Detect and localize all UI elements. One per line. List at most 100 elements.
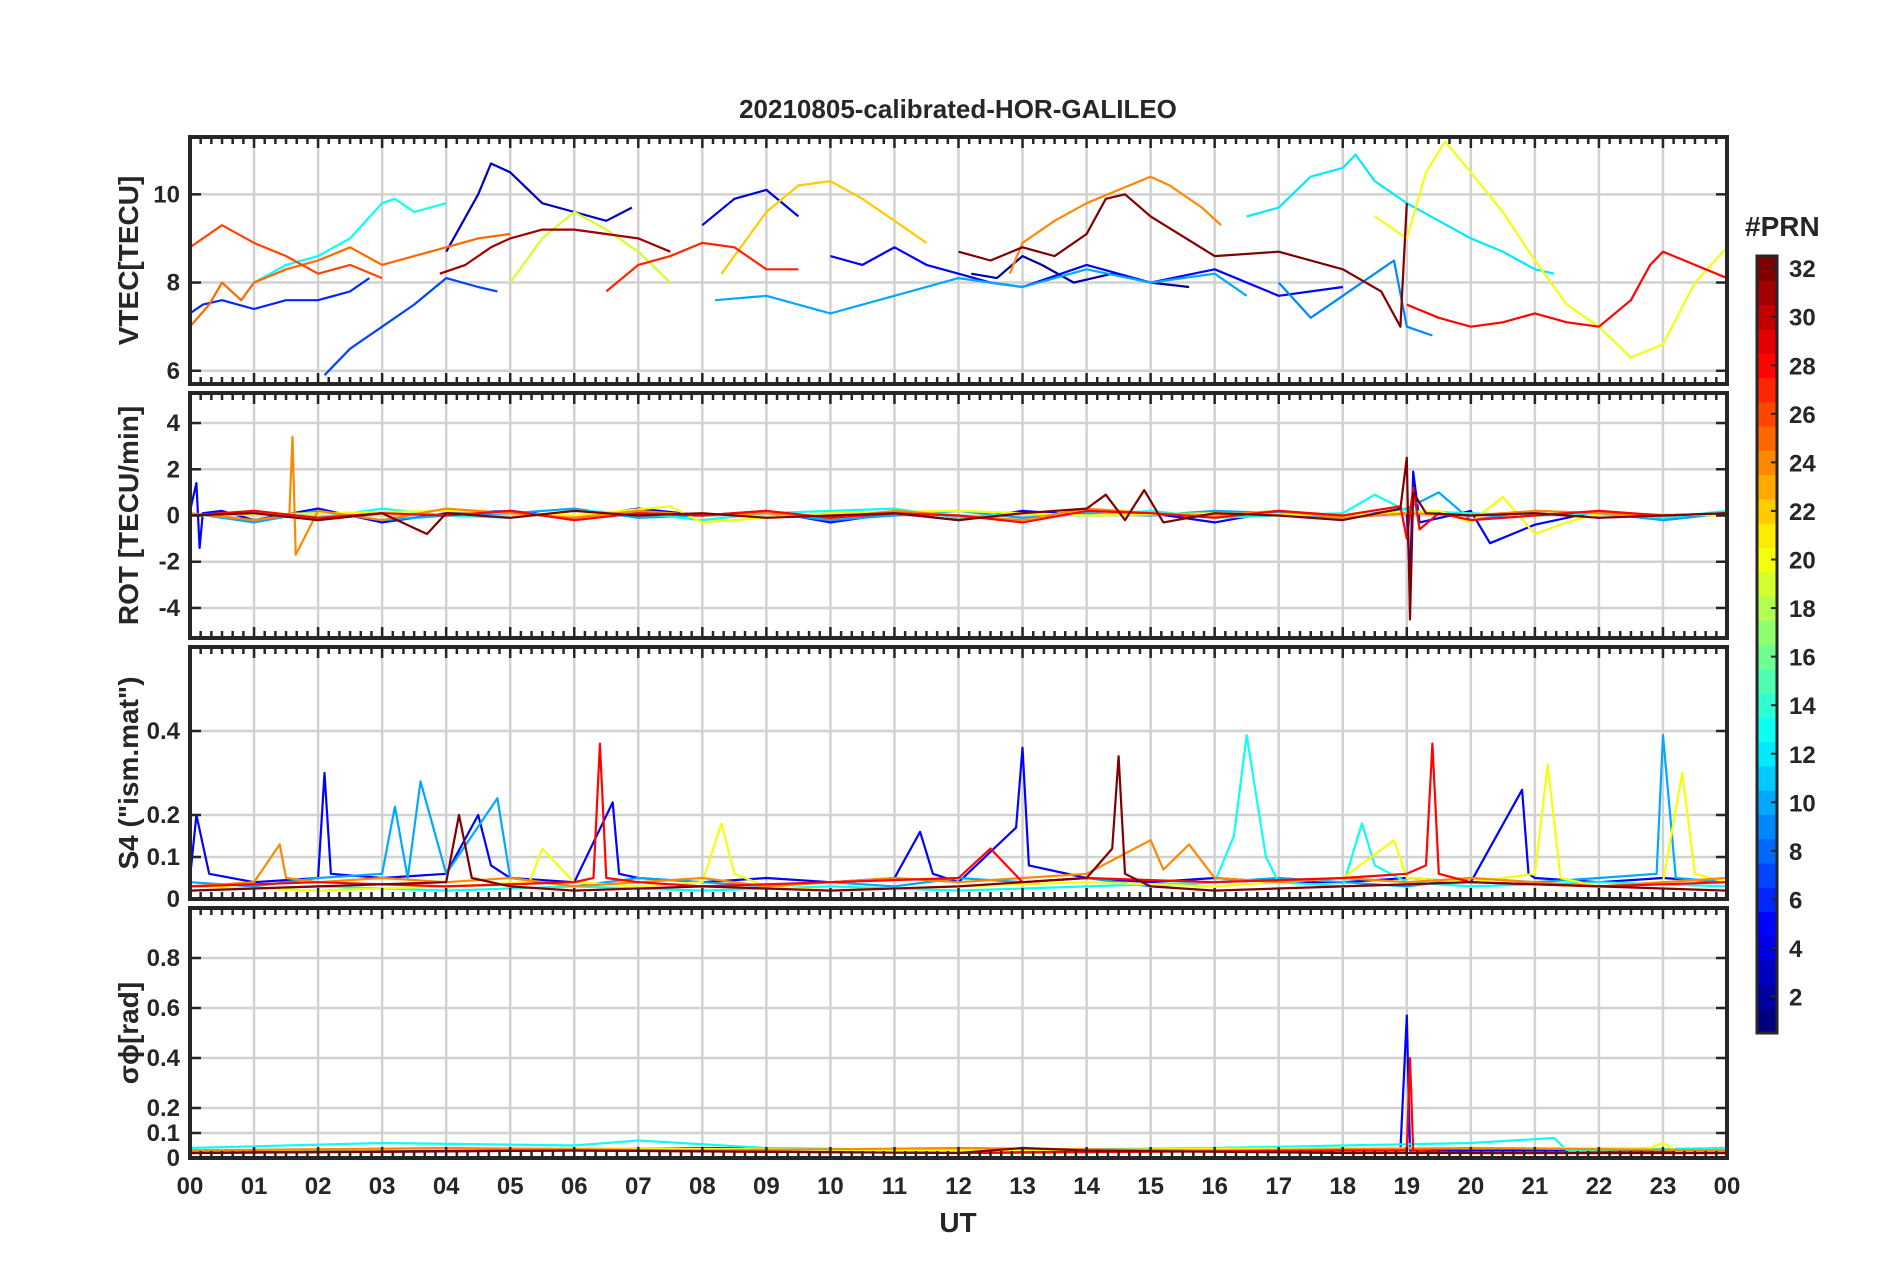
colorbar-swatch-prn-28 (1757, 353, 1777, 379)
y-tick-label: 0.2 (147, 802, 180, 829)
colorbar-swatch-prn-19 (1757, 571, 1777, 597)
x-tick-label: 06 (561, 1173, 588, 1200)
y-tick-label: 4 (167, 410, 181, 437)
colorbar-tick-label: 12 (1789, 742, 1816, 769)
x-tick-label: 17 (1265, 1173, 1292, 1200)
series-line-prn-24 (1008, 175, 1222, 275)
colorbar-tick-label: 14 (1789, 693, 1816, 720)
colorbar-swatch-prn-12 (1757, 741, 1777, 767)
colorbar-swatch-prn-23 (1757, 474, 1777, 500)
series-line-prn-10 (715, 268, 1248, 315)
colorbar-swatch-prn-6 (1757, 887, 1777, 913)
colorbar-swatch-prn-27 (1757, 377, 1777, 403)
axis-box (188, 135, 1729, 386)
y-tick-label: -4 (159, 595, 181, 622)
series-line-prn-25 (190, 232, 511, 328)
axis-box (188, 906, 1729, 1160)
series-group (190, 140, 1727, 376)
colorbar-tick-label: 22 (1789, 499, 1816, 526)
x-tick-label: 00 (1714, 1173, 1741, 1200)
y-axis-label: S4 ("ism.mat") (113, 676, 144, 869)
colorbar-swatch-prn-24 (1757, 450, 1777, 476)
x-tick-label: 16 (1201, 1173, 1228, 1200)
series-line-prn-7 (323, 277, 498, 376)
colorbar-tick-label: 32 (1789, 256, 1816, 283)
x-tick-label: 13 (1009, 1173, 1036, 1200)
x-tick-label: 01 (241, 1173, 268, 1200)
x-tick-label: 18 (1329, 1173, 1356, 1200)
x-tick-label: 05 (497, 1173, 524, 1200)
y-tick-label: 0.4 (147, 1045, 181, 1072)
series-group (190, 435, 1727, 621)
y-axis-label: ROT [TECU/min] (113, 406, 144, 625)
y-tick-label: -2 (159, 549, 180, 576)
y-tick-label: 0.6 (147, 995, 180, 1022)
y-axis-label: σϕ[rad] (113, 982, 144, 1084)
y-tick-label: 0 (167, 886, 180, 913)
x-tick-label: 14 (1073, 1173, 1100, 1200)
colorbar-swatch-prn-22 (1757, 498, 1777, 524)
x-tick-label: 22 (1586, 1173, 1613, 1200)
series-line-prn-6 (190, 277, 370, 315)
series-line-prn-32 (190, 456, 1727, 621)
series-line-prn-31 (439, 228, 671, 275)
panel-vtec: 6 8 10 VTEC[TECU] (113, 135, 1729, 386)
series-group (190, 734, 1727, 892)
series-line-prn-22 (720, 180, 928, 275)
x-tick-label: 12 (945, 1173, 972, 1200)
series-line-prn-4 (701, 188, 800, 227)
colorbar-swatch-prn-15 (1757, 668, 1777, 694)
figure-title: 20210805-calibrated-HOR-GALILEO (739, 94, 1177, 124)
colorbar-frame (1755, 254, 1779, 1035)
y-tick-label: 10 (153, 181, 180, 208)
colorbar-tick-label: 30 (1789, 305, 1816, 332)
y-tick-label: 0.1 (147, 844, 180, 871)
x-tick-label: 21 (1522, 1173, 1549, 1200)
x-tick-label: 15 (1137, 1173, 1164, 1200)
panel-s4: 0 0.1 0.2 0.4S4 ("ism.mat") (113, 645, 1729, 913)
x-tick-label: 10 (817, 1173, 844, 1200)
x-tick-label: 23 (1650, 1173, 1677, 1200)
series-line-prn-13 (190, 493, 1727, 522)
series-line-prn-32 (190, 755, 1727, 892)
colorbar-tick-label: 2 (1789, 985, 1802, 1012)
colorbar-tick-label: 20 (1789, 548, 1816, 575)
x-tick-label: 09 (753, 1173, 780, 1200)
colorbar-swatch-prn-26 (1757, 401, 1777, 427)
colorbar-swatch-prn-9 (1757, 814, 1777, 840)
series-line-prn-12 (1246, 153, 1555, 275)
colorbar-swatch-prn-20 (1757, 547, 1777, 573)
panel-rot: -4 -2 0 2 4 ROT [TECU/min] (113, 391, 1729, 640)
series-line-prn-28 (1406, 250, 1727, 328)
panel-sigma_phi: 00.10.2 0.4 0.6 0.8σϕ[rad] (113, 906, 1729, 1172)
series-line-prn-20 (190, 495, 1727, 536)
series-line-prn-27 (605, 241, 799, 293)
colorbar-swatch-prn-31 (1757, 280, 1777, 306)
colorbar-swatch-prn-18 (1757, 595, 1777, 621)
axis-box (188, 645, 1729, 901)
colorbar-swatch-prn-17 (1757, 620, 1777, 646)
y-tick-label: 0.4 (147, 718, 181, 745)
colorbar-tick-label: 8 (1789, 839, 1802, 866)
x-tick-label: 11 (882, 1173, 907, 1200)
series-line-prn-9 (1277, 259, 1433, 337)
colorbar-swatch-prn-11 (1757, 765, 1777, 791)
colorbar-tick-label: 24 (1789, 450, 1816, 477)
colorbar-tick-label: 26 (1789, 402, 1816, 429)
colorbar-swatch-prn-10 (1757, 790, 1777, 816)
x-tick-label: 00 (177, 1173, 204, 1200)
y-tick-label: 0.8 (147, 945, 180, 972)
series-line-prn-32 (958, 193, 1408, 328)
y-tick-label: 6 (167, 358, 180, 385)
y-tick-label: 0.2 (147, 1095, 180, 1122)
colorbar-swatch-prn-14 (1757, 693, 1777, 718)
y-tick-label: 2 (167, 456, 180, 483)
series-line-prn-13 (253, 197, 447, 284)
colorbar-title: #PRN (1745, 211, 1820, 242)
series-line-prn-20 (1374, 140, 1727, 359)
colorbar-tick-label: 16 (1789, 645, 1816, 672)
series-line-prn-3 (445, 162, 633, 253)
series-line-prn-28 (190, 742, 1727, 888)
colorbar-swatch-prn-21 (1757, 523, 1777, 548)
